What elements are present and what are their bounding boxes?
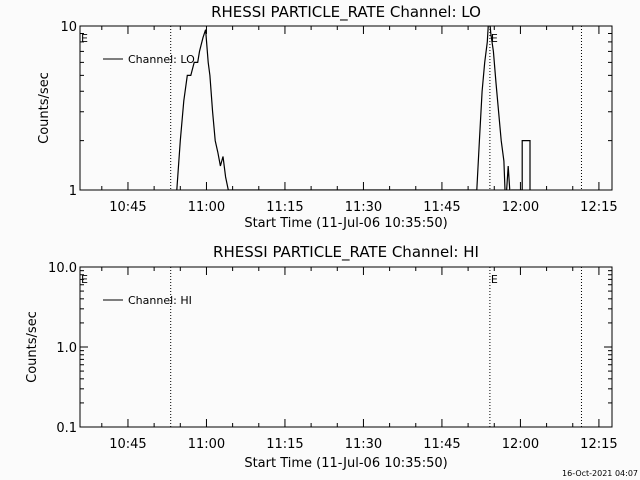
- event-marker-label: E: [81, 32, 88, 45]
- x-tick-label: 11:30: [345, 437, 382, 452]
- event-marker-label: E: [81, 273, 88, 286]
- x-tick-label: 12:00: [502, 437, 539, 452]
- y-tick-label: 1.0: [56, 341, 77, 356]
- y-tick-label: 0.1: [56, 421, 77, 436]
- x-tick-label: 12:15: [580, 200, 617, 215]
- y-axis-label: Counts/sec: [37, 72, 52, 144]
- footer-timestamp: 16-Oct-2021 04:07: [562, 469, 638, 478]
- event-marker-label: E: [491, 273, 498, 286]
- x-tick-label: 10:45: [109, 200, 146, 215]
- x-axis-label: Start Time (11-Jul-06 10:35:50): [244, 216, 447, 231]
- x-tick-label: 12:00: [502, 200, 539, 215]
- chart-title: RHESSI PARTICLE_RATE Channel: HI: [213, 243, 479, 262]
- y-tick-label: 10.0: [48, 261, 77, 276]
- legend-label: Channel: HI: [128, 294, 192, 307]
- chart-panel-1: RHESSI PARTICLE_RATE Channel: LO 10:45 11:…: [37, 3, 618, 231]
- x-tick-label: 11:45: [423, 200, 460, 215]
- x-tick-label: 11:15: [266, 200, 303, 215]
- x-tick-label: 11:15: [266, 437, 303, 452]
- x-tick-label: 10:45: [109, 437, 146, 452]
- x-tick-label: 11:45: [423, 437, 460, 452]
- plot-area-frame: [79, 266, 613, 428]
- y-tick-label: 1: [69, 184, 77, 199]
- x-tick-label: 12:15: [580, 437, 617, 452]
- x-tick-label: 11:30: [345, 200, 382, 215]
- series-line-1: [176, 26, 531, 190]
- chart-title: RHESSI PARTICLE_RATE Channel: LO: [211, 3, 481, 22]
- y-tick-label: 10: [60, 20, 77, 35]
- x-tick-label: 11:00: [188, 200, 225, 215]
- event-marker-label: E: [491, 32, 498, 45]
- chart-panel-2: RHESSI PARTICLE_RATE Channel: HI 10:45 11:…: [25, 243, 618, 471]
- legend-label: Channel: LO: [128, 53, 195, 66]
- x-tick-label: 11:00: [188, 437, 225, 452]
- x-axis-label: Start Time (11-Jul-06 10:35:50): [244, 456, 447, 471]
- y-axis-label: Counts/sec: [25, 311, 40, 383]
- plot-area-frame: [79, 25, 613, 191]
